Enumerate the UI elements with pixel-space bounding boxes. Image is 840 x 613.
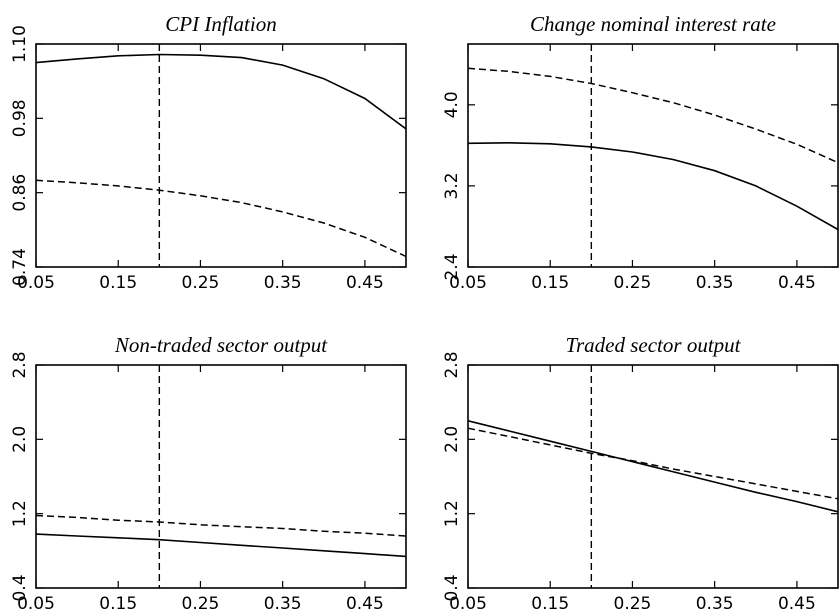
x-tick-label: 0.25 <box>182 594 220 613</box>
dashed-series-line <box>35 514 407 537</box>
dashed-series-line <box>35 179 407 258</box>
y-tick-label: 2.4 <box>442 253 462 280</box>
y-tick-label: 1.2 <box>442 500 462 527</box>
y-tick-label: 0.86 <box>10 174 30 212</box>
x-tick-label: 0.45 <box>778 594 816 613</box>
y-tick-label: 4.0 <box>442 91 462 118</box>
plot-frame <box>467 43 839 268</box>
y-tick-label: 2.8 <box>442 351 462 378</box>
solid-series-line <box>467 420 839 513</box>
x-tick-label: 0.35 <box>696 273 734 293</box>
x-tick-label: 0.25 <box>182 273 220 293</box>
y-tick-label: 0.4 <box>442 574 462 601</box>
plot-frame <box>467 364 839 589</box>
y-tick-label: 3.2 <box>442 172 462 199</box>
y-tick-label: 0.98 <box>10 99 30 137</box>
x-tick-label: 0.45 <box>346 594 384 613</box>
solid-series-line <box>467 141 839 231</box>
y-tick-label: 2.8 <box>10 351 30 378</box>
x-tick-label: 0.45 <box>778 273 816 293</box>
solid-series-line <box>35 533 407 558</box>
panel-title: CPI Inflation <box>165 12 276 36</box>
plot-frame <box>35 43 407 268</box>
y-tick-label: 1.10 <box>10 25 30 63</box>
x-tick-label: 0.15 <box>531 594 569 613</box>
x-tick-label: 0.35 <box>264 594 302 613</box>
x-tick-label: 0.35 <box>264 273 302 293</box>
x-tick-label: 0.15 <box>531 273 569 293</box>
dashed-series-line <box>467 427 839 500</box>
solid-series-line <box>35 53 407 130</box>
panel-title: Traded sector output <box>565 333 741 357</box>
y-tick-label: 0.4 <box>10 574 30 601</box>
x-tick-label: 0.15 <box>99 273 137 293</box>
dashed-series-line <box>467 67 839 164</box>
panel-title: Change nominal interest rate <box>530 12 776 36</box>
y-tick-label: 2.0 <box>442 426 462 453</box>
panel-title: Non-traded sector output <box>114 333 328 357</box>
y-tick-label: 1.2 <box>10 500 30 527</box>
x-tick-label: 0.45 <box>346 273 384 293</box>
x-tick-label: 0.05 <box>17 273 55 293</box>
x-tick-label: 0.35 <box>696 594 734 613</box>
x-tick-label: 0.05 <box>449 273 487 293</box>
y-tick-label: 0.74 <box>10 248 30 286</box>
x-tick-label: 0.05 <box>449 594 487 613</box>
plot-frame <box>35 364 407 589</box>
x-tick-label: 0.25 <box>614 594 652 613</box>
x-tick-label: 0.05 <box>17 594 55 613</box>
x-tick-label: 0.25 <box>614 273 652 293</box>
y-tick-label: 2.0 <box>10 426 30 453</box>
x-tick-label: 0.15 <box>99 594 137 613</box>
